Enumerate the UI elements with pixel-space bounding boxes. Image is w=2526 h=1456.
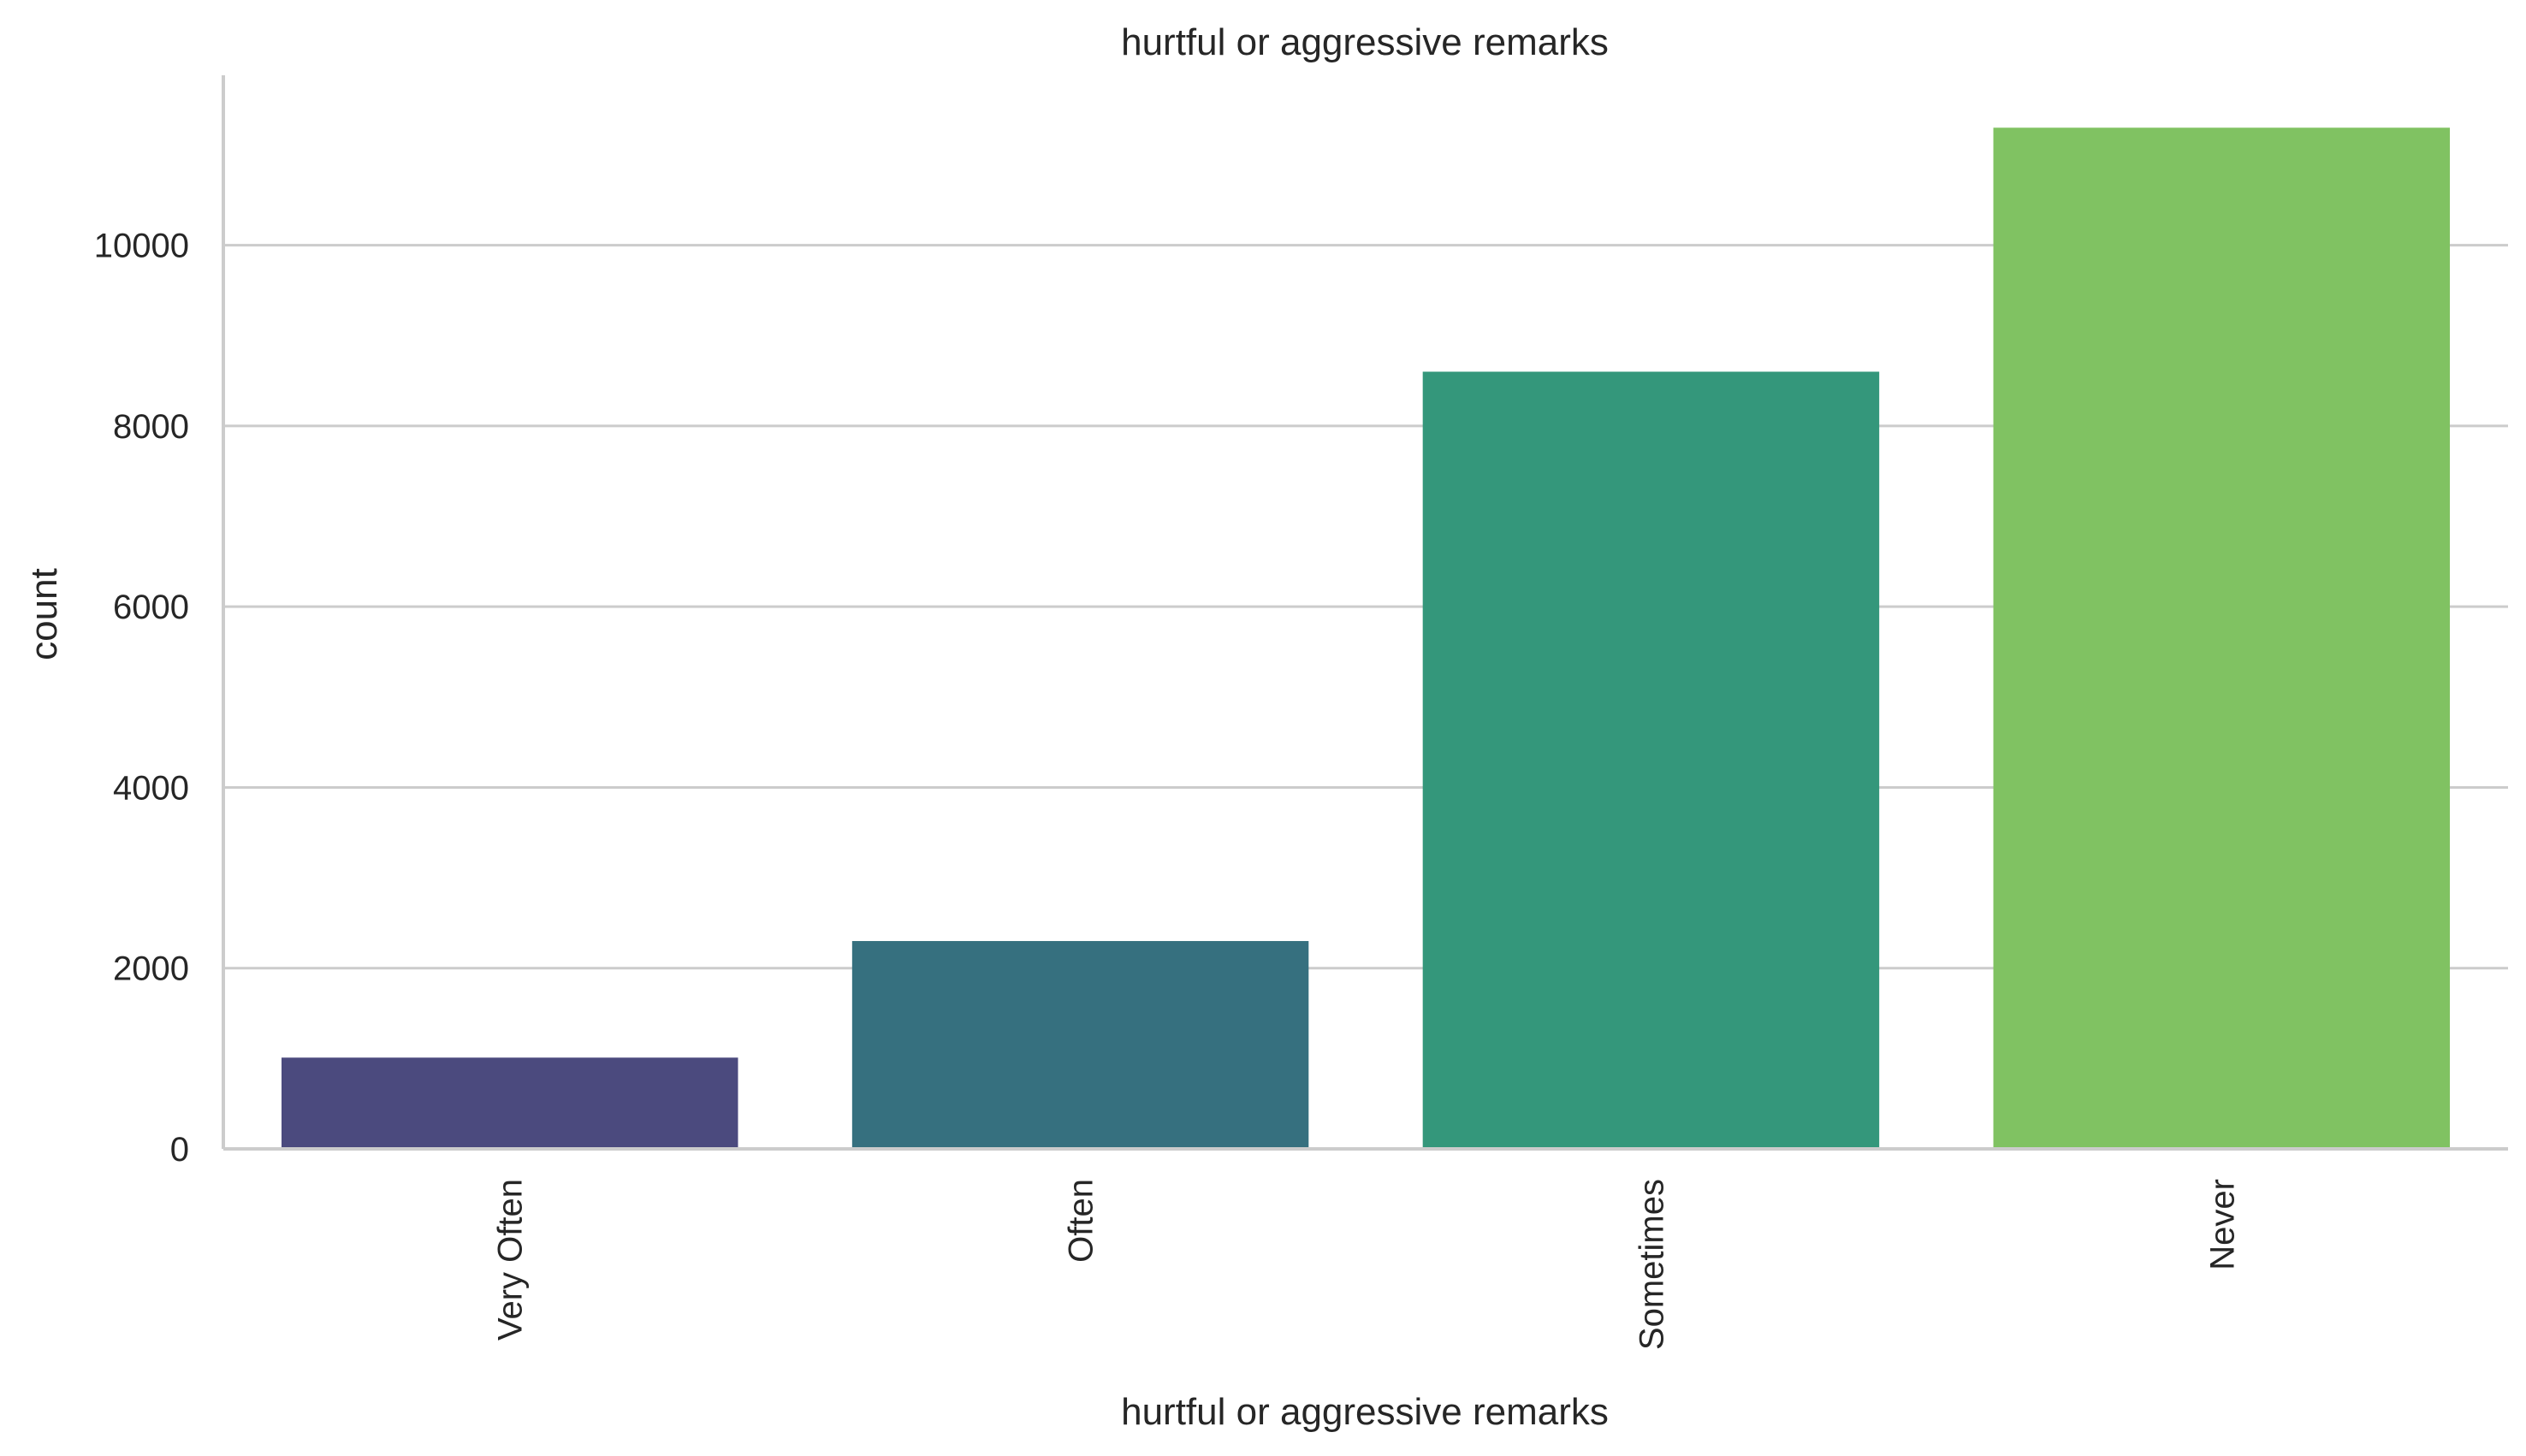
bar-never <box>1993 127 2450 1150</box>
bars <box>282 127 2450 1150</box>
bar-sometimes <box>1422 371 1880 1150</box>
bar-often <box>851 941 1309 1149</box>
x-tick-label: Very Often <box>492 1179 530 1341</box>
y-tick-label: 8000 <box>113 408 189 446</box>
y-tick-label: 2000 <box>113 950 189 988</box>
bar-very-often <box>282 1057 738 1149</box>
y-axis-label: count <box>23 568 65 660</box>
x-tick-label: Often <box>1063 1179 1100 1263</box>
x-axis-label: hurtful or aggressive remarks <box>1121 1391 1609 1433</box>
chart-title: hurtful or aggressive remarks <box>1121 21 1609 63</box>
x-tick-label: Sometimes <box>1633 1179 1670 1350</box>
y-tick-labels: 0 2000 4000 6000 8000 10000 <box>94 228 189 1169</box>
y-tick-label: 0 <box>170 1131 189 1169</box>
y-tick-label: 10000 <box>94 228 189 265</box>
y-tick-label: 4000 <box>113 769 189 807</box>
y-tick-label: 6000 <box>113 589 189 626</box>
x-tick-label: Never <box>2203 1179 2241 1270</box>
x-tick-labels: Very Often Often Sometimes Never <box>492 1179 2242 1350</box>
